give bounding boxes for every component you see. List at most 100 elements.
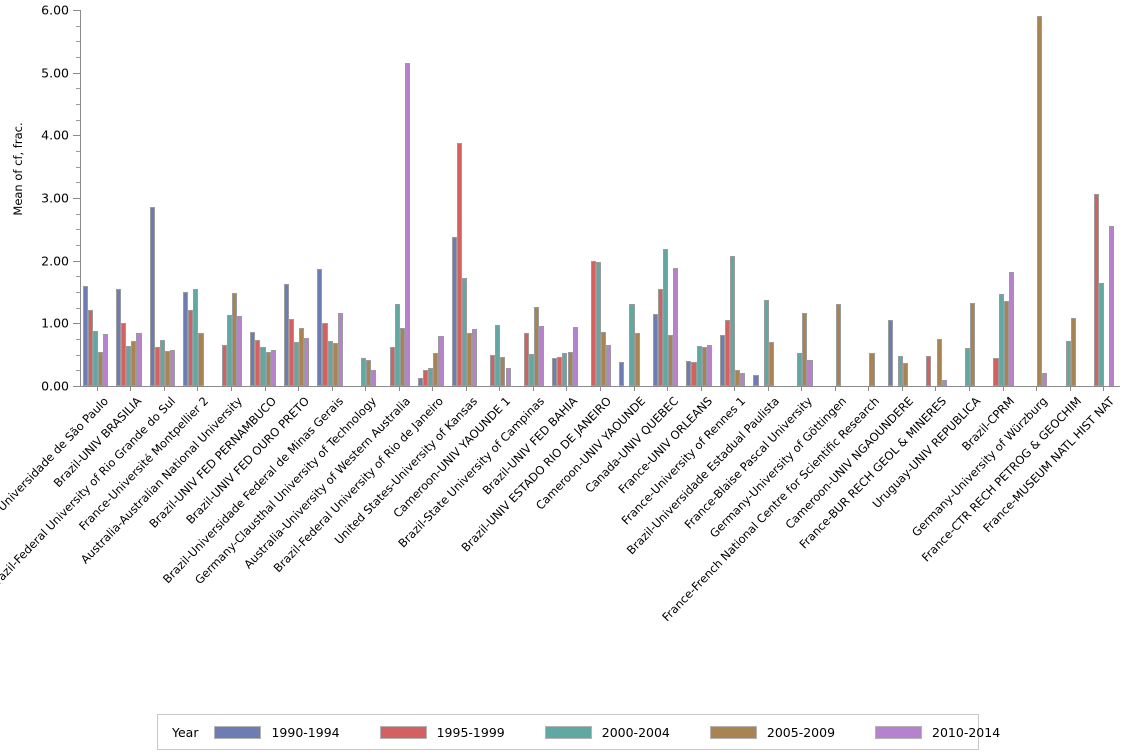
bar	[523, 333, 529, 386]
bar	[232, 293, 238, 386]
bar	[131, 340, 137, 386]
bar	[887, 319, 893, 386]
bar	[418, 377, 424, 386]
bar	[668, 335, 674, 386]
bar	[753, 374, 759, 386]
bar	[634, 332, 640, 386]
y-axis-major-tick	[73, 135, 80, 136]
x-axis-tick	[1070, 387, 1071, 391]
bar	[926, 355, 932, 386]
y-axis-major-tick	[73, 10, 80, 11]
x-axis-tick	[1103, 387, 1104, 391]
y-axis-minor-tick	[76, 88, 80, 89]
bar	[835, 303, 841, 386]
x-axis-tick	[835, 387, 836, 391]
bar	[317, 269, 323, 386]
bar	[706, 344, 712, 386]
bar	[116, 288, 122, 386]
x-axis-tick	[902, 387, 903, 391]
bar	[226, 315, 232, 386]
bar	[466, 332, 472, 386]
bar	[87, 309, 93, 386]
bar	[869, 352, 875, 386]
bar	[495, 324, 501, 386]
y-axis-tick-label: 0.00	[41, 378, 69, 394]
bar	[154, 347, 160, 386]
y-axis-tick-label: 5.00	[41, 65, 69, 81]
bar	[394, 303, 400, 386]
bar	[505, 367, 511, 386]
bar	[1109, 226, 1115, 386]
bar	[936, 339, 942, 386]
bar	[567, 351, 573, 386]
bar	[897, 355, 903, 386]
bar	[221, 344, 227, 386]
bar	[322, 323, 328, 386]
bar	[663, 248, 669, 386]
bar	[941, 379, 947, 386]
x-axis-tick	[265, 387, 266, 391]
bar	[92, 331, 98, 386]
y-axis-tick-label: 1.00	[41, 315, 69, 331]
x-axis-tick	[231, 387, 232, 391]
y-axis-minor-tick	[76, 214, 80, 215]
bar	[533, 307, 540, 386]
legend-items: 1990-1994 1995-1999 2000-2004 2005-2009 2010…	[214, 725, 1000, 740]
bar	[438, 335, 444, 386]
x-axis-line	[80, 386, 1120, 387]
bar	[389, 346, 395, 386]
y-axis-minor-tick	[76, 292, 80, 293]
bar	[740, 372, 746, 386]
legend-item[interactable]: 2010-2014	[875, 725, 1000, 740]
bar	[735, 369, 741, 386]
bar	[183, 292, 189, 386]
y-axis-tick-label: 3.00	[41, 190, 69, 206]
bar	[327, 340, 333, 386]
x-axis-tick	[298, 387, 299, 391]
bar	[149, 206, 155, 386]
bar	[673, 268, 679, 386]
x-axis-tick	[566, 387, 567, 391]
bar	[471, 328, 478, 386]
bar	[82, 285, 88, 386]
y-axis-minor-tick	[76, 26, 80, 27]
bar	[433, 353, 439, 386]
bar	[1099, 282, 1105, 386]
legend-color-swatch	[709, 725, 757, 739]
bar	[255, 340, 261, 386]
x-axis-tick	[466, 387, 467, 391]
x-axis-tick	[935, 387, 936, 391]
y-axis-minor-tick	[76, 151, 80, 152]
plot-area: Mean of cf, frac. 0.00 1.00 2.00 3.00 4.00 5.…	[11, 3, 1120, 394]
legend-item[interactable]: 1995-1999	[379, 725, 505, 740]
bar	[456, 142, 462, 386]
x-axis-tick	[868, 387, 869, 391]
bar	[332, 343, 338, 386]
x-axis-tick	[801, 387, 802, 391]
bar	[461, 277, 467, 386]
bar	[1070, 318, 1076, 386]
legend-label: 2010-2014	[932, 724, 1001, 740]
legend-color-swatch	[379, 725, 427, 739]
y-axis-major-tick	[73, 323, 80, 324]
x-axis-tick	[97, 387, 98, 391]
bar	[528, 354, 534, 386]
legend-label: 1990-1994	[271, 724, 340, 740]
y-axis-tick-label: 2.00	[41, 253, 69, 269]
legend-item[interactable]: 2000-2004	[544, 725, 670, 740]
bar	[657, 288, 664, 386]
legend-item[interactable]: 2005-2009	[709, 724, 836, 740]
legend-label: 2005-2009	[766, 724, 836, 740]
bar	[730, 255, 736, 386]
bar	[1094, 193, 1100, 386]
bar	[283, 283, 289, 386]
x-axis-tick	[332, 387, 333, 391]
y-axis-minor-tick	[76, 120, 80, 121]
y-axis-minor-tick	[76, 355, 80, 356]
legend-item[interactable]: 1990-1994	[214, 724, 340, 740]
y-axis-minor-tick	[76, 245, 80, 246]
bar	[451, 236, 457, 386]
bar	[763, 299, 769, 386]
bar	[902, 362, 909, 386]
